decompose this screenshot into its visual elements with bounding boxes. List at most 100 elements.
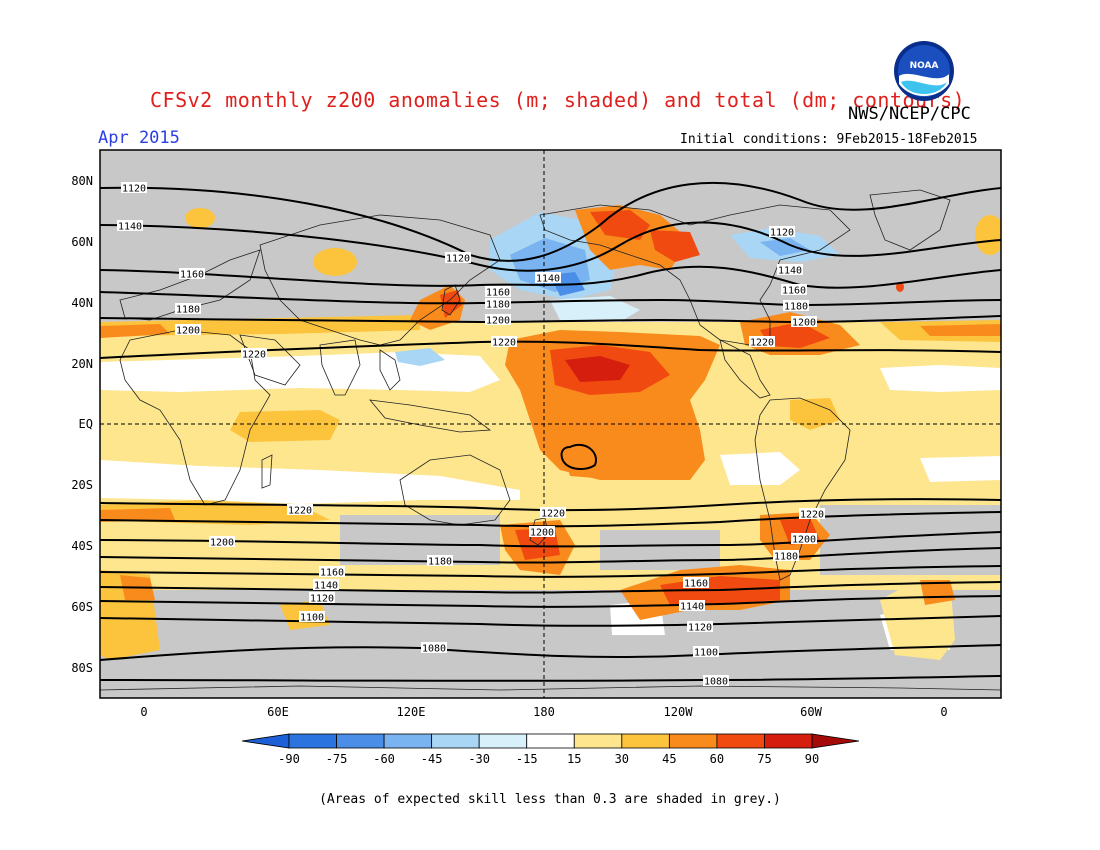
contour-label: 1100 xyxy=(300,613,324,624)
colorbar-arrow-right xyxy=(811,733,860,749)
contour-label: 1120 xyxy=(770,228,794,239)
colorbar-box xyxy=(716,733,765,749)
contour-label-bg xyxy=(319,566,345,577)
contour-label-bg xyxy=(777,264,803,275)
contour-label: 1200 xyxy=(792,318,816,329)
lat-label: 20N xyxy=(71,357,93,371)
lon-label: 120E xyxy=(397,705,426,719)
contour-label-bg xyxy=(175,324,201,335)
colorbar-box xyxy=(336,733,385,749)
contour-label-bg xyxy=(485,286,511,297)
contour-label-bg xyxy=(421,642,447,653)
contour-label-bg xyxy=(179,268,205,279)
lon-label: 0 xyxy=(140,705,147,719)
contour-label: 1200 xyxy=(176,326,200,337)
contour-label: 1140 xyxy=(118,222,142,233)
contour-label: 1080 xyxy=(704,677,728,688)
contour-label: 1120 xyxy=(310,594,334,605)
contour-label: 1180 xyxy=(486,300,510,311)
contour-label: 1160 xyxy=(320,568,344,579)
lon-label: 0 xyxy=(940,705,947,719)
contour-label-bg xyxy=(799,508,825,519)
contour-label-bg xyxy=(783,300,809,311)
colorbar-tick-label: 60 xyxy=(710,752,724,766)
contour-label: 1160 xyxy=(684,579,708,590)
lon-label: 60W xyxy=(800,705,822,719)
contour-label-bg xyxy=(427,555,453,566)
contour-label-bg xyxy=(683,577,709,588)
colorbar-tick-label: 45 xyxy=(662,752,676,766)
contour-label-bg xyxy=(241,348,267,359)
colorbar-tick-label: -60 xyxy=(373,752,395,766)
contour-label: 1160 xyxy=(180,270,204,281)
contour-label: 1080 xyxy=(422,644,446,655)
lon-label: 120W xyxy=(664,705,694,719)
colorbar-tick-label: -75 xyxy=(326,752,348,766)
contour-label: 1160 xyxy=(486,288,510,299)
logo-text: NOAA xyxy=(910,61,939,71)
lon-label: 180 xyxy=(533,705,555,719)
contour-label-bg xyxy=(687,621,713,632)
contour-label-bg xyxy=(209,536,235,547)
contour-label-bg xyxy=(535,272,561,283)
contour-label: 1220 xyxy=(750,338,774,349)
contour-label-bg xyxy=(679,600,705,611)
contour-label: 1120 xyxy=(122,184,146,195)
contour-label-bg xyxy=(175,303,201,314)
contour-label: 1220 xyxy=(800,510,824,521)
contour-label-bg xyxy=(791,533,817,544)
lat-label: 20S xyxy=(71,478,93,492)
contour-label: 1140 xyxy=(680,602,704,613)
colorbar-tick-label: -15 xyxy=(516,752,538,766)
map-field xyxy=(100,150,1001,698)
colorbar-box xyxy=(668,733,718,749)
contour-label-bg xyxy=(773,550,799,561)
colorbar-box xyxy=(764,733,813,749)
colorbar-tick-label: 15 xyxy=(567,752,581,766)
contour-label-bg xyxy=(121,182,147,193)
colorbar-box xyxy=(383,733,433,749)
contour-label: 1100 xyxy=(694,648,718,659)
contour-label-bg xyxy=(287,504,313,515)
colorbar-box xyxy=(621,733,670,749)
lat-label: EQ xyxy=(79,417,93,431)
colorbar-tick-label: -45 xyxy=(421,752,443,766)
contour-label-bg xyxy=(791,316,817,327)
colorbar-tick-label: 90 xyxy=(805,752,819,766)
colorbar-arrow-left xyxy=(241,733,290,749)
contour-label-bg xyxy=(491,336,517,347)
contour-label: 1120 xyxy=(446,254,470,265)
contour-label: 1180 xyxy=(784,302,808,313)
contour-label-bg xyxy=(693,646,719,657)
colorbar-box xyxy=(288,733,337,749)
lat-label: 60S xyxy=(71,600,93,614)
colorbar-box xyxy=(478,733,528,749)
lat-label: 80N xyxy=(71,174,93,188)
contour-label: 1200 xyxy=(210,538,234,549)
contour-label: 1180 xyxy=(428,557,452,568)
contour-label: 1180 xyxy=(176,305,200,316)
contour-label: 1220 xyxy=(288,506,312,517)
latitude-axis: 80N 60N 40N 20N EQ 20S 40S 60S 80S xyxy=(71,174,93,675)
contour-label-bg xyxy=(485,298,511,309)
initial-conditions: Initial conditions: 9Feb2015-18Feb2015 xyxy=(680,132,978,147)
contour-labels: 1120114011601180120012201120114011601180… xyxy=(117,182,825,688)
longitude-axis: 0 60E 120E 180 120W 60W 0 xyxy=(140,705,947,719)
lon-label: 60E xyxy=(267,705,289,719)
contour-label-bg xyxy=(299,611,325,622)
contour-label-bg xyxy=(749,336,775,347)
contour-label: 1120 xyxy=(688,623,712,634)
contour-label: 1220 xyxy=(541,509,565,520)
contour-label-bg xyxy=(313,579,339,590)
contour-label-bg xyxy=(529,526,555,537)
contour-label-bg xyxy=(781,284,807,295)
contour-label: 1140 xyxy=(778,266,802,277)
lat-label: 40N xyxy=(71,296,93,310)
contour-label: 1180 xyxy=(774,552,798,563)
lat-label: 40S xyxy=(71,539,93,553)
contour-label: 1160 xyxy=(782,286,806,297)
contour-label: 1140 xyxy=(314,581,338,592)
colorbar-tick-label: 30 xyxy=(615,752,629,766)
colorbar-box xyxy=(431,733,480,749)
